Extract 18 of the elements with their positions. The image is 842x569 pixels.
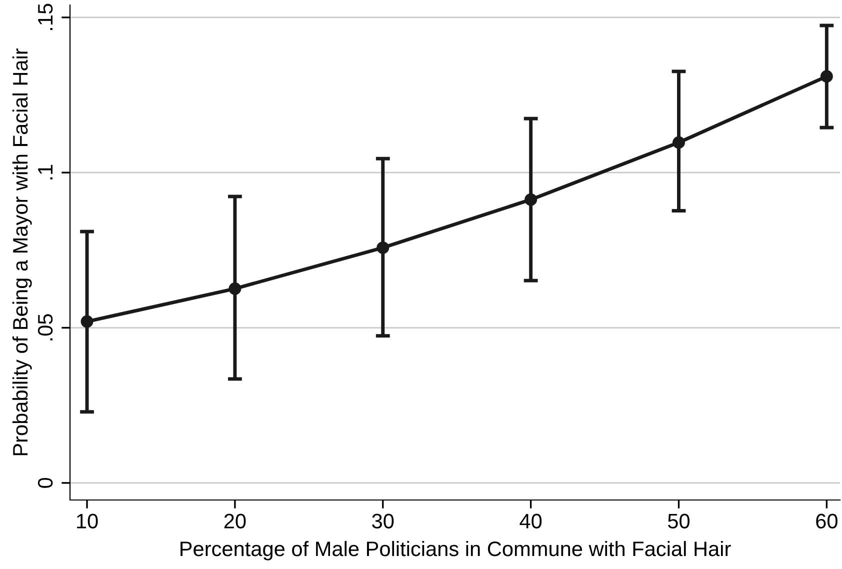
point [80, 315, 94, 328]
x-axis-title: Percentage of Male Politicians in Commune with Facial Hair [180, 540, 731, 560]
x-tick-label: 20 [224, 514, 246, 528]
x-tick-label: 50 [668, 514, 690, 528]
y-tick-label: .05 [38, 314, 53, 340]
x-tick-label: 30 [372, 514, 394, 528]
x-tick-label: 40 [520, 514, 542, 528]
y-tick-label: 0 [38, 478, 53, 488]
point [672, 136, 685, 149]
point [820, 70, 833, 83]
x-tick-label: 60 [816, 514, 838, 528]
y-axis-title: Probability of Being a Mayor with Facial Hair [12, 48, 32, 456]
y-tick-label: .1 [38, 164, 52, 180]
point [524, 193, 538, 206]
point [228, 282, 242, 295]
y-tick-label: .15 [38, 4, 53, 30]
point [376, 241, 390, 254]
x-tick-label: 10 [77, 514, 98, 528]
